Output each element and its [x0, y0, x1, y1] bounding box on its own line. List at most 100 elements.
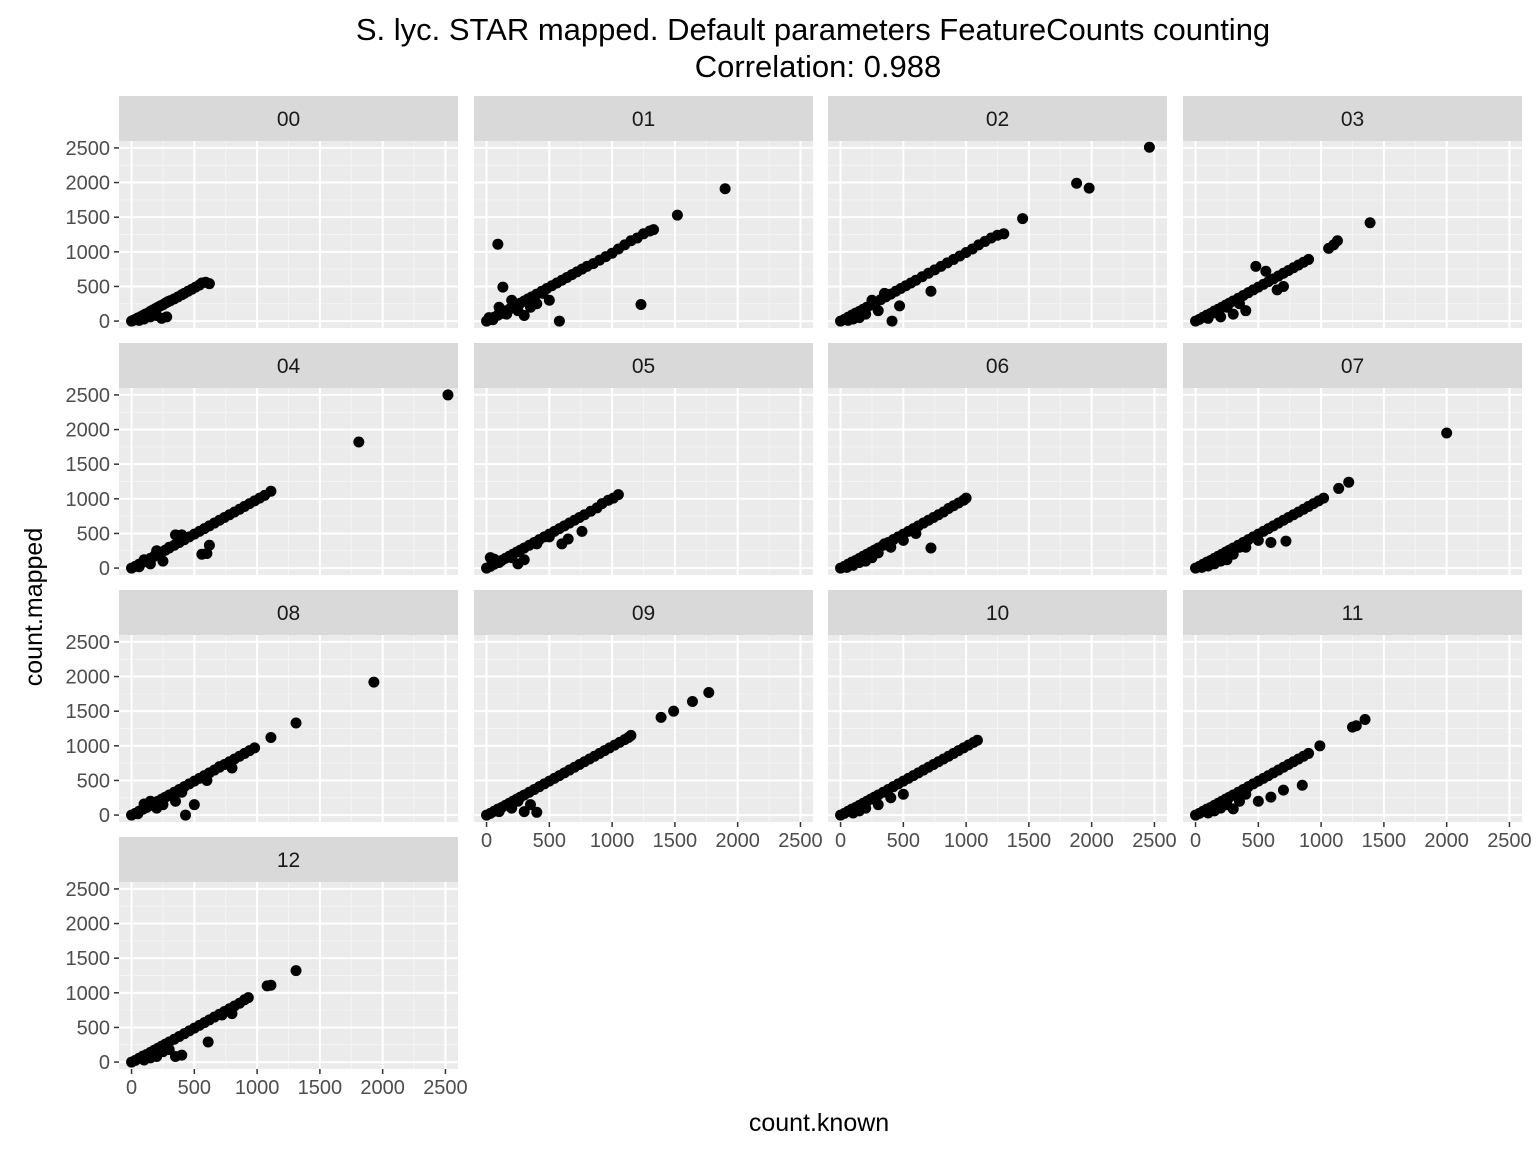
data-point	[531, 298, 543, 310]
data-point	[203, 278, 215, 290]
data-point	[866, 294, 878, 306]
x-tick-label: 0	[1190, 830, 1201, 852]
data-point	[686, 695, 698, 707]
data-point	[1083, 182, 1095, 194]
x-tick-label: 1000	[1299, 830, 1344, 852]
data-point	[203, 539, 215, 551]
data-point	[1331, 235, 1343, 247]
data-point	[213, 761, 225, 773]
facet-strip	[119, 343, 458, 388]
y-tick-label: 1500	[66, 948, 111, 970]
data-point	[1296, 779, 1308, 791]
x-tick-label: 2500	[778, 830, 823, 852]
y-tick-label: 2000	[66, 667, 111, 689]
data-point	[518, 310, 530, 322]
x-tick-label: 2000	[1069, 830, 1114, 852]
data-point	[1071, 177, 1083, 189]
y-tick-label: 1500	[66, 701, 111, 723]
y-tick-label: 1500	[66, 454, 111, 476]
facet-strip	[474, 590, 813, 635]
data-point	[562, 533, 574, 545]
facet-strip-label: 06	[986, 355, 1009, 378]
data-point	[1318, 492, 1330, 504]
data-point	[531, 806, 543, 818]
facet-panel: 02	[828, 96, 1167, 328]
y-tick-label: 0	[99, 558, 110, 580]
data-point	[1343, 476, 1355, 488]
data-point	[960, 492, 972, 504]
x-tick-label: 500	[533, 830, 566, 852]
facet-panel: 11 0 500 1000 1500 2000 2500	[1183, 590, 1532, 852]
data-point	[894, 300, 906, 312]
data-point	[543, 294, 555, 306]
x-tick-label: 0	[835, 830, 846, 852]
y-tick-label: 1500	[66, 207, 111, 229]
data-point	[576, 525, 588, 537]
data-point	[1359, 713, 1371, 725]
data-point	[133, 561, 145, 573]
x-tick-label: 0	[126, 1077, 137, 1099]
data-point	[196, 548, 208, 560]
data-point	[1234, 795, 1245, 807]
data-point	[353, 436, 365, 448]
data-point	[703, 686, 715, 698]
y-tick-label: 1000	[66, 489, 111, 511]
data-point	[1202, 312, 1214, 324]
x-tick-label: 2500	[423, 1077, 468, 1099]
x-tick-label: 2000	[1424, 830, 1469, 852]
data-point	[501, 308, 513, 320]
x-tick-label: 2000	[715, 830, 760, 852]
facet-panel: 09 0 500 1000 1500 2000 2500	[474, 590, 823, 852]
data-point	[1333, 482, 1345, 494]
data-point	[925, 542, 937, 554]
x-tick-label: 500	[1242, 830, 1275, 852]
data-point	[1280, 535, 1292, 547]
data-point	[1265, 536, 1277, 548]
data-point	[132, 808, 144, 820]
facet-strip-label: 08	[277, 602, 300, 625]
facet-strip	[474, 343, 813, 388]
data-point	[138, 798, 150, 810]
data-point	[493, 557, 505, 569]
facet-strip	[1183, 96, 1522, 141]
data-point	[290, 717, 302, 729]
facet-panel: 05	[474, 343, 813, 575]
data-point	[971, 734, 983, 746]
y-tick-label: 2500	[66, 385, 111, 407]
x-tick-label: 2500	[1487, 830, 1532, 852]
y-tick-label: 500	[77, 523, 110, 545]
data-point	[265, 485, 277, 497]
x-tick-label: 2000	[360, 1077, 405, 1099]
facet-strip-label: 05	[632, 355, 655, 378]
data-point	[872, 799, 884, 811]
data-point	[1277, 784, 1289, 796]
facet-strip-label: 09	[632, 602, 655, 625]
chart-subtitle: Correlation: 0.988	[695, 49, 941, 84]
data-point	[290, 965, 302, 977]
facet-strip-label: 02	[986, 108, 1009, 131]
x-tick-label: 1500	[298, 1077, 343, 1099]
data-point	[163, 541, 175, 553]
data-point	[872, 305, 884, 317]
data-point	[242, 992, 254, 1004]
x-tick-label: 1000	[590, 830, 635, 852]
data-point	[151, 545, 163, 557]
facet-strip	[119, 96, 458, 141]
x-tick-label: 1000	[235, 1077, 280, 1099]
facet-strip-label: 01	[632, 108, 655, 131]
data-point	[553, 315, 565, 327]
y-tick-label: 0	[99, 311, 110, 333]
data-point	[671, 209, 683, 221]
data-point	[216, 1009, 228, 1021]
facet-panel: 04 0 500 1000 1500 2000 2500	[66, 343, 458, 580]
facet-strip	[1183, 590, 1522, 635]
data-point	[170, 529, 181, 541]
x-tick-label: 1000	[944, 830, 989, 852]
data-point	[1260, 265, 1272, 277]
data-point	[249, 742, 261, 754]
data-point	[1277, 280, 1289, 292]
data-point	[648, 224, 660, 236]
